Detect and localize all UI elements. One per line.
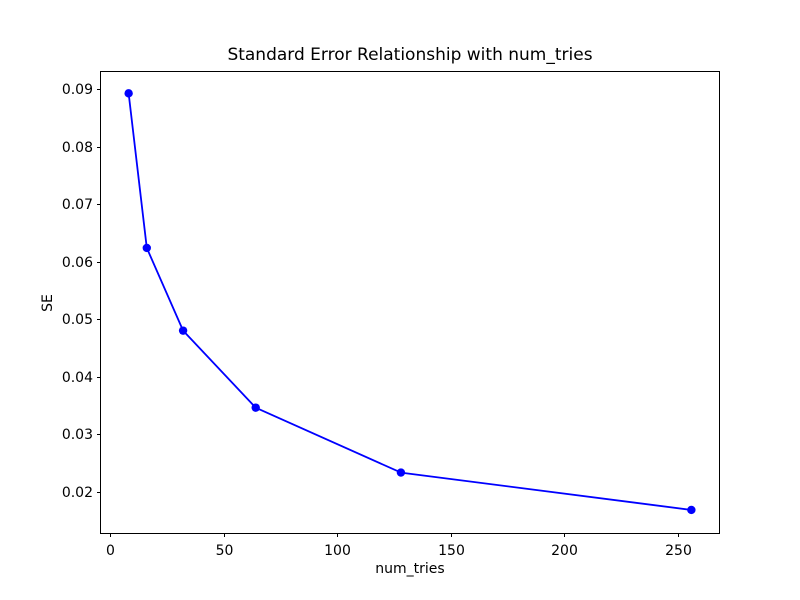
y-tick-label: 0.09 xyxy=(62,82,93,98)
y-axis-label: SE xyxy=(40,294,56,312)
chart-title: Standard Error Relationship with num_tri… xyxy=(227,45,592,65)
y-tick-label: 0.03 xyxy=(62,427,93,443)
y-tick-label: 0.05 xyxy=(62,312,93,328)
y-tick-label: 0.07 xyxy=(62,197,93,213)
data-point-marker xyxy=(396,468,406,477)
x-tick-label: 100 xyxy=(324,543,351,559)
data-point-marker xyxy=(251,403,260,412)
x-tick-label: 50 xyxy=(216,543,234,559)
x-tick-label: 0 xyxy=(106,543,115,559)
data-point-marker xyxy=(178,326,188,335)
data-point-marker xyxy=(687,505,696,515)
x-tick-label: 250 xyxy=(665,543,692,559)
data-point-marker xyxy=(124,89,133,98)
data-point-marker xyxy=(142,243,151,253)
y-tick-label: 0.02 xyxy=(62,485,93,501)
series-layer xyxy=(124,89,696,515)
x-axis-label: num_tries xyxy=(375,561,444,577)
y-tick-label: 0.06 xyxy=(62,255,93,271)
x-tick-label: 150 xyxy=(438,543,465,559)
se-line xyxy=(127,92,693,511)
plot-border xyxy=(100,71,720,534)
x-tick-label: 200 xyxy=(551,543,578,559)
y-tick-label: 0.04 xyxy=(62,370,93,386)
y-tick-label: 0.08 xyxy=(62,140,93,156)
ticks-layer: 0 50 100 150 200 250 0.02 0.03 0.04 0.05 0.06 0.07 0… xyxy=(62,82,692,559)
